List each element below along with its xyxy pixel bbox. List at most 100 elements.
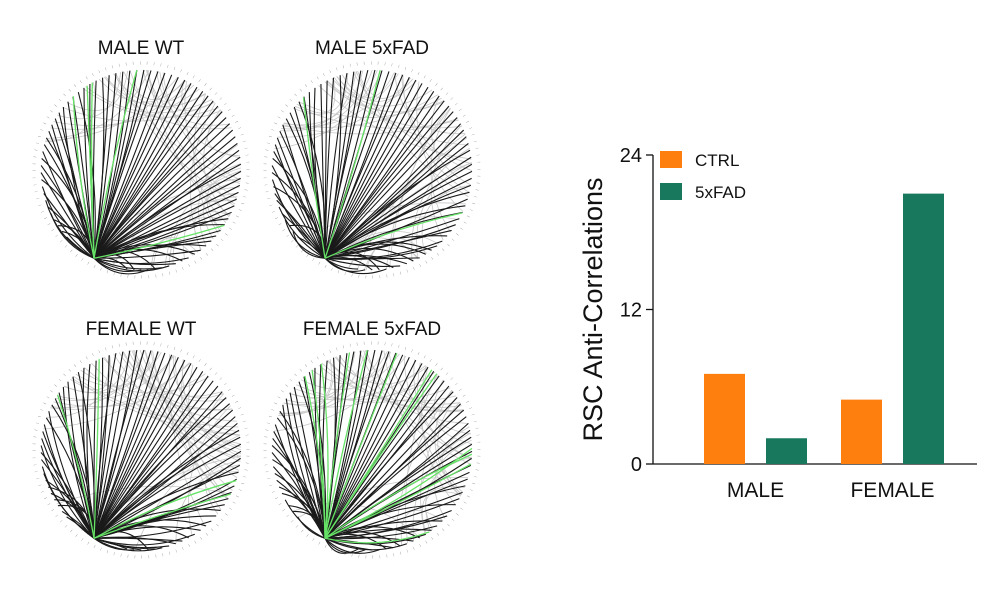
bar-chart: RSC Anti-Correlations 0 12 24 MALE FEMALE CTR…: [578, 145, 977, 502]
edge-dark: [93, 352, 166, 539]
node-label: —: [92, 264, 97, 269]
edge-light: [156, 71, 215, 111]
node-label: —: [477, 440, 481, 444]
node-label: —: [54, 513, 60, 519]
node-label: —: [279, 388, 285, 394]
node-label: —: [131, 341, 135, 345]
edge-dark: [93, 349, 145, 539]
edge-dark: [324, 391, 454, 539]
node-label: —: [369, 61, 373, 65]
node-label: —: [439, 86, 445, 92]
hub-edges: [40, 69, 242, 275]
edge-dark: [289, 392, 326, 539]
edge-dark: [282, 124, 326, 259]
circos-plots: MALE WT—————————————————————————————————…: [32, 38, 482, 560]
node-label: —: [424, 260, 429, 265]
node-label: —: [98, 267, 103, 272]
node-label: —: [398, 271, 403, 276]
node-label: —: [46, 502, 51, 507]
edge-dark: [324, 105, 450, 259]
edge-light: [139, 349, 227, 402]
node-label: —: [477, 160, 481, 164]
legend: CTRL 5xFAD: [660, 151, 746, 202]
edge-dark: [324, 73, 348, 259]
node-label: —: [264, 148, 269, 153]
node-label: —: [350, 553, 355, 558]
node-label: —: [131, 61, 135, 65]
edge-dark: [83, 87, 95, 259]
node-label: —: [422, 74, 427, 79]
node-label: —: [469, 488, 474, 493]
node-label: —: [220, 517, 226, 523]
edge-dark: [43, 193, 95, 259]
node-label: —: [392, 273, 397, 278]
edge-dark: [324, 205, 466, 259]
edge-dark: [324, 351, 390, 539]
node-label: —: [231, 113, 236, 118]
node-label: —: [270, 407, 275, 412]
edge-light: [441, 426, 470, 495]
edge-dark: [324, 77, 335, 259]
node-label: —: [357, 554, 361, 558]
node-label: —: [371, 275, 375, 279]
node-label: —: [378, 555, 382, 559]
edge-light: [134, 350, 242, 455]
node-label: —: [462, 393, 467, 398]
edge-light: [282, 118, 458, 135]
node-label: —: [315, 355, 320, 360]
node-label: —: [223, 101, 229, 107]
edge-light: [183, 192, 239, 261]
node-label: —: [476, 461, 480, 465]
node-label: —: [223, 381, 229, 387]
node-label: —: [43, 496, 48, 501]
node-label: —: [235, 214, 240, 219]
edge-dark: [324, 79, 417, 259]
edge-dark: [324, 366, 429, 539]
edge-dark: [93, 117, 227, 259]
edge-light: [434, 439, 472, 519]
node-label: —: [204, 532, 210, 538]
node-label: —: [63, 244, 69, 250]
node-label: —: [203, 361, 209, 367]
node-label: —: [180, 266, 185, 271]
node-label: —: [246, 160, 250, 164]
y-tick-label: 24: [620, 145, 642, 167]
node-label-ring: ————————————————————————————————————————…: [32, 341, 251, 560]
node-label: —: [458, 107, 464, 113]
node-label: —: [96, 349, 101, 354]
node-label: —: [179, 348, 184, 353]
edge-dark: [318, 364, 326, 539]
node-label: —: [471, 481, 476, 486]
node-label: —: [246, 454, 250, 458]
node-label: —: [74, 533, 80, 539]
node-label: —: [341, 64, 346, 69]
node-label: —: [232, 500, 237, 505]
node-label: —: [390, 62, 395, 67]
node-label: —: [329, 547, 334, 552]
edge-light: [355, 71, 469, 197]
node-label: —: [245, 461, 249, 465]
node-label: —: [348, 343, 353, 348]
highlight-edges: [72, 69, 225, 259]
node-label: —: [187, 543, 192, 548]
edge-light: [84, 177, 241, 253]
edge-dark: [40, 172, 95, 259]
node-label: —: [263, 442, 267, 446]
node-label: —: [289, 239, 295, 245]
node-label: —: [263, 449, 267, 453]
node-label: —: [227, 107, 233, 113]
node-label: —: [210, 247, 216, 253]
node-label: —: [98, 547, 103, 552]
node-label: —: [336, 269, 341, 274]
node-label: —: [477, 174, 481, 178]
node-label: —: [165, 64, 170, 69]
node-label: —: [208, 86, 214, 92]
edge-dark: [324, 83, 423, 259]
edge-highlight: [93, 493, 231, 539]
node-label: —: [199, 256, 205, 262]
edge-dark: [324, 257, 366, 272]
node-label: —: [67, 87, 73, 93]
node-label: —: [473, 194, 478, 199]
node-label: —: [58, 239, 64, 245]
node-label: —: [32, 169, 36, 173]
